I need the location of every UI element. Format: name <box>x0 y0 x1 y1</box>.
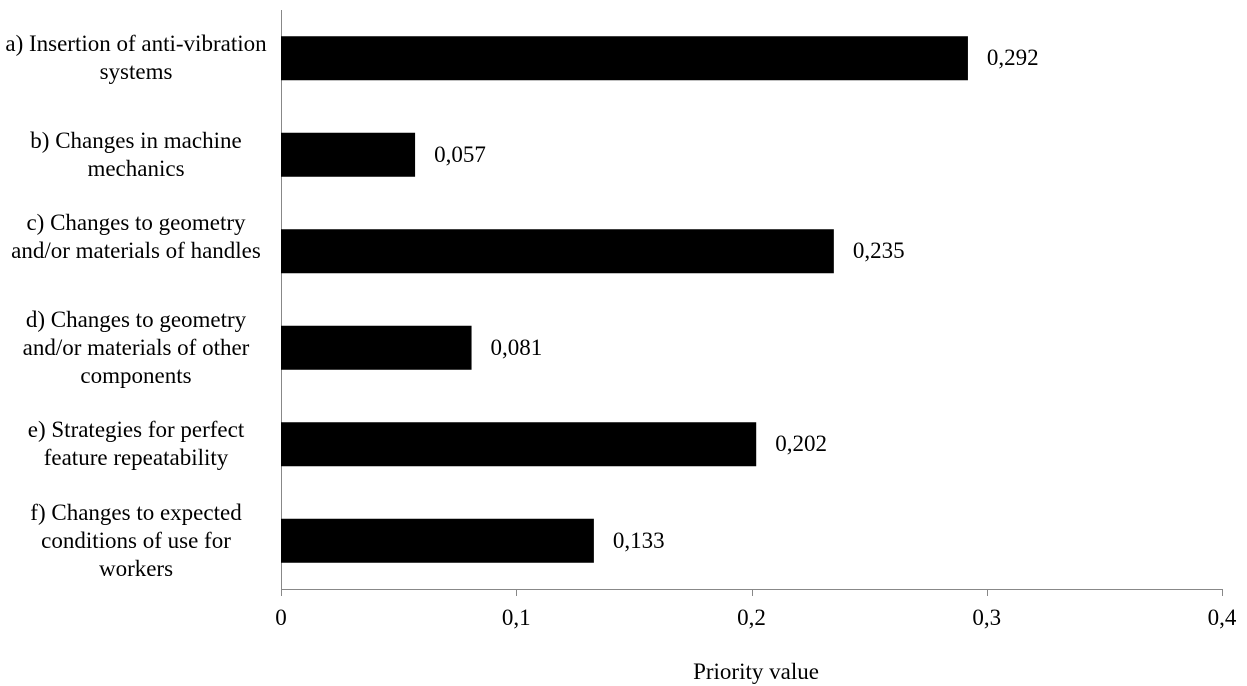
data-label: 0,202 <box>775 431 827 457</box>
data-label: 0,057 <box>434 141 486 167</box>
data-label: 0,235 <box>852 238 905 264</box>
bar <box>281 518 594 563</box>
x-tick-label: 0,3 <box>972 605 1002 630</box>
data-label: 0,133 <box>612 527 665 553</box>
x-tick-label: 0,2 <box>737 605 766 630</box>
category-label: a) Insertion of anti-vibration systems <box>5 31 267 85</box>
category-label: c) Changes to geometry and/or materials … <box>11 210 261 264</box>
x-tick-label: 0 <box>275 605 287 630</box>
bar <box>281 422 757 467</box>
x-axis-label: Priority value <box>693 659 819 684</box>
category-label: b) Changes in machine mechanics <box>30 127 242 181</box>
category-label: e) Strategies for perfect feature repeat… <box>27 417 245 471</box>
data-label: 0,292 <box>986 45 1039 71</box>
data-label: 0,081 <box>490 334 543 360</box>
bar <box>281 36 968 81</box>
x-tick-label: 0,1 <box>501 605 531 630</box>
x-tick-label: 0,4 <box>1207 605 1237 630</box>
bar <box>281 132 416 177</box>
category-label: d) Changes to geometry and/or materials … <box>22 306 250 388</box>
bar <box>281 325 472 370</box>
category-label: f) Changes to expected conditions of use… <box>30 499 242 581</box>
bar <box>281 229 834 274</box>
